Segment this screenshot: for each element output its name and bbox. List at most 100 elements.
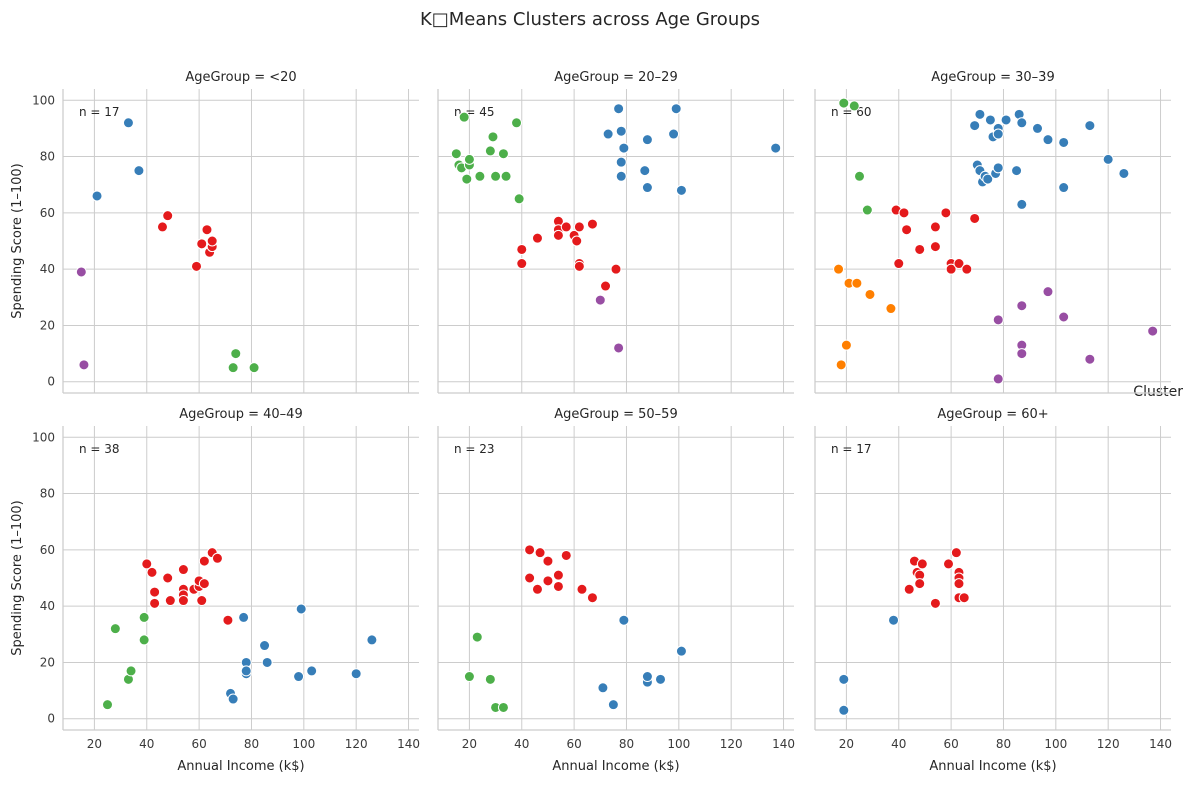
data-point: [573, 221, 585, 233]
data-point: [458, 111, 470, 123]
data-point: [953, 258, 965, 270]
data-point: [156, 221, 168, 233]
sample-size-annotation: n = 38: [79, 442, 120, 456]
data-point: [201, 224, 213, 236]
data-point: [641, 671, 653, 683]
data-point: [500, 170, 512, 182]
data-point: [571, 235, 583, 247]
data-point: [133, 165, 145, 177]
data-point: [497, 148, 509, 160]
data-point: [471, 631, 483, 643]
data-point: [943, 558, 954, 570]
data-point: [177, 595, 189, 607]
data-point: [576, 583, 588, 595]
data-point: [560, 549, 572, 561]
data-point: [261, 656, 273, 668]
data-point: [196, 238, 208, 250]
y-tick-label: 100: [32, 93, 55, 107]
sample-size-annotation: n = 60: [831, 105, 872, 119]
data-point: [600, 280, 612, 292]
data-point: [833, 263, 845, 275]
data-point: [1016, 300, 1028, 312]
data-point: [141, 558, 153, 570]
data-point: [901, 224, 913, 236]
y-tick-label: 40: [40, 262, 55, 276]
data-point: [248, 362, 260, 374]
data-point: [641, 182, 653, 194]
data-point: [929, 597, 941, 609]
y-tick-label: 0: [47, 712, 55, 726]
y-tick-label: 60: [40, 543, 55, 557]
data-point: [864, 288, 876, 300]
data-point: [916, 558, 928, 570]
data-point: [259, 640, 271, 652]
data-point: [675, 184, 687, 196]
panel-title: AgeGroup = <20: [185, 70, 296, 85]
x-tick-label: 60: [191, 737, 206, 751]
y-axis-label: Spending Score (1–100): [10, 163, 25, 319]
data-point: [206, 235, 218, 247]
data-point: [1058, 136, 1070, 148]
data-point: [238, 611, 250, 623]
data-point: [1084, 120, 1096, 132]
data-point: [511, 117, 523, 129]
data-point: [138, 611, 150, 623]
x-tick-label: 100: [1044, 737, 1067, 751]
data-point: [613, 342, 625, 354]
data-point: [838, 704, 850, 716]
x-tick-label: 80: [619, 737, 634, 751]
data-point: [618, 142, 630, 154]
panel-title: AgeGroup = 40–49: [179, 407, 302, 422]
panel-title: AgeGroup = 20–29: [554, 70, 677, 85]
sample-size-annotation: n = 17: [79, 105, 120, 119]
y-tick-label: 20: [40, 655, 55, 669]
sample-size-annotation: n = 23: [454, 442, 495, 456]
data-point: [1084, 353, 1096, 365]
data-point: [1042, 134, 1054, 146]
data-point: [1058, 182, 1070, 194]
data-point: [861, 204, 873, 216]
data-point: [961, 263, 973, 275]
data-point: [552, 569, 564, 581]
x-tick-label: 140: [1149, 737, 1172, 751]
data-point: [497, 701, 509, 713]
x-tick-label: 120: [720, 737, 743, 751]
x-tick-label: 120: [345, 737, 368, 751]
data-point: [950, 547, 962, 559]
data-point: [122, 117, 134, 129]
data-point: [560, 221, 572, 233]
data-point: [198, 578, 210, 590]
x-tick-label: 120: [1097, 737, 1120, 751]
data-point: [125, 665, 137, 677]
panel-title: AgeGroup = 30–39: [931, 70, 1054, 85]
y-tick-label: 40: [40, 599, 55, 613]
legend-title: Cluster: [1133, 384, 1183, 400]
x-tick-label: 20: [839, 737, 854, 751]
data-point: [615, 170, 627, 182]
data-point: [487, 131, 499, 143]
data-point: [1000, 114, 1012, 126]
data-point: [903, 583, 915, 595]
data-point: [1011, 165, 1023, 177]
data-point: [1147, 325, 1159, 337]
data-point: [227, 693, 239, 705]
x-tick-label: 80: [244, 737, 259, 751]
data-point: [191, 260, 202, 272]
data-point: [91, 190, 103, 202]
data-point: [594, 294, 606, 306]
data-point: [670, 103, 682, 115]
panel-1: AgeGroup = <20 n = 17 0 20 40 60 80 100 Spending…: [10, 70, 419, 394]
data-point: [958, 592, 970, 604]
data-point: [484, 145, 496, 157]
data-point: [969, 212, 981, 224]
data-point: [602, 128, 614, 140]
panel-2: AgeGroup = 20–29n = 45: [437, 70, 794, 394]
data-point: [227, 362, 239, 374]
panel-6: AgeGroup = 60+ n = 17 20 40 60 80 100 120 140 Ann…: [814, 407, 1172, 774]
data-point: [838, 97, 850, 109]
y-tick-label: 80: [40, 150, 55, 164]
data-point: [1058, 311, 1070, 323]
data-point: [524, 544, 536, 556]
data-point: [524, 572, 536, 584]
data-point: [350, 668, 362, 680]
